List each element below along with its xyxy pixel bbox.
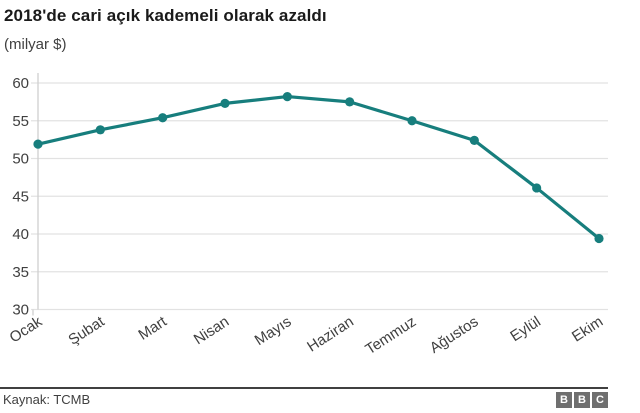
bbc-logo: B B C <box>556 392 608 408</box>
footer-divider <box>0 387 608 389</box>
y-tick-label: 60 <box>12 75 29 92</box>
x-tick-label: Mayıs <box>252 313 295 349</box>
data-point <box>594 233 604 244</box>
y-tick-label: 35 <box>12 264 29 281</box>
data-point <box>345 97 355 107</box>
x-tick-label: Ekim <box>569 313 606 345</box>
data-point <box>95 125 105 135</box>
bbc-logo-block-b1: B <box>556 392 572 408</box>
bbc-logo-letter: B <box>578 393 586 406</box>
data-point <box>532 183 542 193</box>
y-tick-label: 40 <box>12 226 29 243</box>
source-label: Kaynak: TCMB <box>3 392 91 407</box>
y-tick-label: 30 <box>12 302 29 319</box>
data-point <box>407 116 417 126</box>
bbc-logo-letter: B <box>560 393 568 406</box>
data-line <box>36 94 601 241</box>
page-title: 2018'de cari açık kademeli olarak azaldı <box>4 6 327 25</box>
x-tick-label: Temmuz <box>362 313 419 358</box>
x-tick-label: Eylül <box>507 313 544 345</box>
x-tick-label: Ağustos <box>427 313 482 357</box>
data-point <box>282 91 292 102</box>
bbc-logo-block-c: C <box>592 392 608 408</box>
y-tick-label: 50 <box>12 151 29 168</box>
x-tick-label: Şubat <box>65 313 108 349</box>
bbc-logo-block-b2: B <box>574 392 590 408</box>
x-tick-label: Nisan <box>191 313 232 348</box>
bbc-logo-letter: C <box>596 393 604 406</box>
x-tick-label: Haziran <box>304 313 357 355</box>
y-tick-label: 45 <box>12 188 29 205</box>
y-tick-label: 55 <box>12 113 29 130</box>
x-tick-label: Mart <box>135 313 170 344</box>
data-point <box>220 98 230 108</box>
data-point <box>469 135 479 145</box>
data-point <box>33 139 43 149</box>
chart-subtitle: (milyar $) <box>4 36 67 53</box>
data-point <box>158 113 168 123</box>
